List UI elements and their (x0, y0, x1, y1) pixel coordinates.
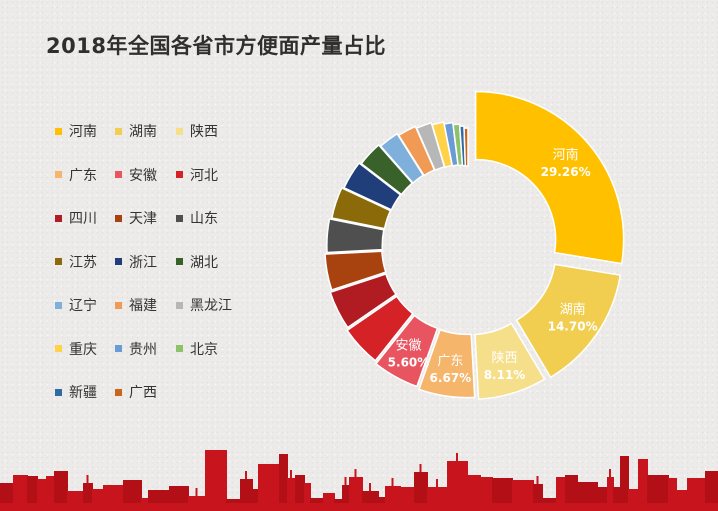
legend-label: 陕西 (190, 124, 218, 140)
legend-item: 天津 (115, 208, 157, 228)
legend-label: 新疆 (69, 385, 97, 401)
legend-swatch (115, 127, 122, 135)
pie-slice (329, 273, 397, 329)
legend-label: 山东 (190, 211, 218, 227)
pie-slice (330, 186, 392, 230)
pie-slice (346, 295, 414, 362)
legend-item: 四川 (55, 208, 97, 228)
slice-value-label: 8.11% (484, 368, 526, 382)
legend-label: 福建 (129, 298, 157, 314)
legend-item: 重庆 (55, 339, 97, 359)
legend-swatch (115, 388, 122, 396)
legend-swatch (176, 214, 183, 222)
legend-swatch (55, 345, 62, 352)
slice-value-label: 14.70% (548, 319, 598, 333)
legend-label: 贵州 (129, 341, 157, 358)
slice-value-label: 29.26% (541, 165, 591, 179)
legend-item: 贵州 (115, 339, 157, 359)
slice-name-label: 陕西 (492, 351, 518, 366)
legend-swatch (115, 258, 122, 265)
pie-slice (474, 322, 546, 400)
legend-label: 天津 (129, 211, 157, 227)
legend-item: 广西 (115, 382, 157, 402)
slice-name-label: 河南 (553, 147, 579, 163)
legend-item: 福建 (115, 295, 157, 315)
legend-label: 湖南 (129, 124, 157, 140)
legend-item: 河南 (55, 121, 97, 141)
pie-slice (326, 218, 385, 254)
chart-title: 2018年全国各省市方便面产量占比 (46, 34, 386, 58)
legend-item: 黑龙江 (176, 295, 232, 315)
legend-swatch (55, 127, 62, 135)
slice-name-label: 安徽 (395, 338, 421, 353)
legend-swatch (55, 214, 62, 222)
legend-label: 广西 (129, 385, 157, 401)
legend-item: 湖南 (115, 121, 157, 141)
legend-label: 黑龙江 (190, 298, 232, 314)
legend-swatch (55, 388, 62, 396)
legend-label: 河北 (190, 167, 218, 184)
pie-slice (418, 328, 476, 399)
legend-label: 四川 (69, 211, 97, 227)
legend-label: 江苏 (69, 254, 97, 271)
legend-swatch (176, 171, 183, 178)
legend-label: 河南 (69, 124, 97, 140)
legend-label: 北京 (190, 341, 218, 358)
pie-slice (515, 263, 622, 379)
legend-item: 浙江 (115, 252, 157, 272)
pie-slice (343, 162, 402, 211)
legend-item: 北京 (176, 339, 218, 359)
slice-value-label: 6.67% (430, 371, 472, 385)
legend-swatch (115, 171, 122, 178)
pie-slice (324, 250, 387, 291)
legend: 河南 湖南 陕西广东 安徽 河北四川 天津 山东江苏 浙江 湖北辽宁 福建 黑龙江重庆 贵州 北京新疆 广… (0, 0, 300, 420)
legend-swatch (115, 301, 122, 309)
legend-item: 安徽 (115, 165, 157, 185)
legend-swatch (176, 301, 183, 309)
legend-item: 江苏 (55, 252, 97, 272)
legend-label: 广东 (69, 167, 97, 184)
legend-item: 广东 (55, 165, 97, 185)
legend-item: 山东 (176, 208, 218, 228)
legend-swatch (55, 301, 62, 309)
legend-swatch (176, 345, 183, 352)
legend-swatch (176, 258, 183, 265)
slice-value-label: 5.60% (388, 355, 430, 369)
legend-label: 辽宁 (69, 298, 97, 314)
legend-label: 安徽 (129, 167, 157, 184)
legend-swatch (55, 258, 62, 265)
legend-item: 辽宁 (55, 295, 97, 315)
legend-swatch (176, 127, 183, 135)
legend-item: 新疆 (55, 382, 97, 402)
pie-slice (463, 127, 469, 167)
legend-swatch (115, 345, 122, 352)
slice-name-label: 广东 (437, 354, 463, 369)
legend-label: 湖北 (190, 254, 218, 271)
pie-slice (374, 314, 439, 388)
legend-swatch (115, 214, 122, 222)
legend-label: 浙江 (129, 254, 157, 271)
legend-item: 河北 (176, 165, 218, 185)
legend-label: 重庆 (69, 341, 97, 358)
legend-item: 湖北 (176, 252, 218, 272)
pie-slice (474, 90, 625, 265)
legend-item: 陕西 (176, 121, 218, 141)
slice-name-label: 湖南 (560, 301, 586, 317)
legend-swatch (55, 171, 62, 178)
